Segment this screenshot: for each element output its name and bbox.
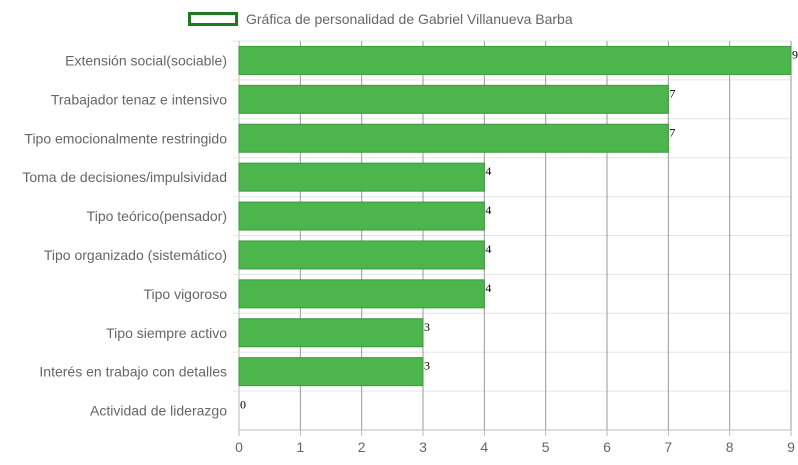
bar [238,201,485,231]
x-tick-label: 3 [419,439,427,455]
x-tick-label: 2 [358,439,366,455]
bar [238,357,424,387]
data-label: 4 [485,281,491,295]
x-tick-label: 0 [235,439,243,455]
category-label: Tipo organizado (sistemático) [44,247,227,263]
bar [238,84,669,114]
bar [238,279,485,309]
data-label: 0 [240,398,246,412]
bar [238,45,792,75]
bar [238,240,485,270]
data-label: 4 [485,203,491,217]
data-label: 3 [424,359,430,373]
data-label: 9 [792,47,798,61]
x-tick-label: 8 [726,439,734,455]
x-tick-label: 4 [480,439,488,455]
x-tick-label: 9 [787,439,795,455]
category-label: Actividad de liderazgo [90,403,227,419]
data-label: 7 [669,125,675,139]
bar [238,318,424,348]
category-label: Extensión social(sociable) [65,52,227,68]
data-label: 4 [485,164,491,178]
category-label: Toma de decisiones/impulsividad [22,169,227,185]
category-label: Interés en trabajo con detalles [39,364,227,380]
data-label: 4 [485,242,491,256]
x-tick-label: 6 [603,439,611,455]
x-tick-label: 5 [542,439,550,455]
category-label: Tipo vigoroso [143,286,227,302]
data-label: 3 [424,320,430,334]
chart-legend[interactable]: Gráfica de personalidad de Gabriel Villa… [188,9,573,29]
x-tick-label: 1 [296,439,304,455]
category-label: Trabajador tenaz e intensivo [51,91,227,107]
legend-swatch [188,12,238,26]
data-label: 7 [669,86,675,100]
x-tick-label: 7 [664,439,672,455]
bar [238,123,669,153]
category-label: Tipo teórico(pensador) [87,208,227,224]
category-label: Tipo emocionalmente restringido [24,130,227,146]
category-label: Tipo siempre activo [106,325,227,341]
legend-label: Gráfica de personalidad de Gabriel Villa… [246,11,573,27]
bar [238,162,485,192]
